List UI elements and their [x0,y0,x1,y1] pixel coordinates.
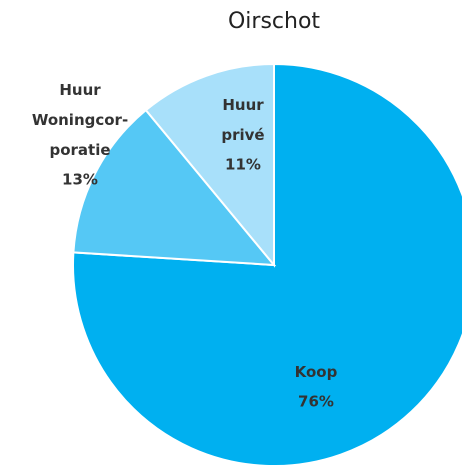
pie-slice [72,108,277,267]
value-label: 76% [298,393,334,411]
label-line: Woningcor- [32,111,128,129]
value-label: 13% [62,171,98,189]
slice-label: Huur privé [221,96,264,144]
label-line: Koop [295,363,338,381]
chart-title: Oirschot [228,9,320,34]
label-line: Huur [222,96,264,114]
label-line: privé [221,126,264,144]
pie-slice [72,62,462,465]
label-line: poratie [49,141,110,159]
value-label: 11% [225,156,261,174]
pie-slice [144,62,275,268]
label-line: Huur [59,81,101,99]
slice-label: Huur Woningcor-poratie [32,81,128,159]
slice-label: Koop [295,363,338,381]
